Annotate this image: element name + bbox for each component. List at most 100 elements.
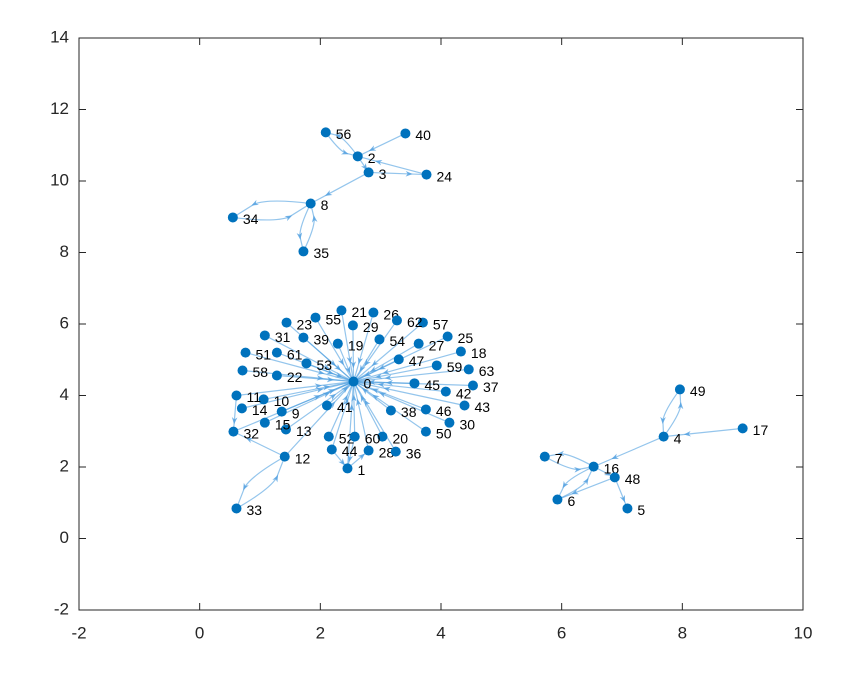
node [231,503,242,514]
edge [353,380,446,393]
node-label: 20 [392,430,408,446]
node-label: 14 [252,402,268,418]
edge [232,199,311,218]
node [421,169,432,180]
node [240,347,251,358]
node-label: 27 [429,337,445,353]
node-label: 13 [296,423,312,439]
x-tick-label: 0 [195,623,204,642]
node-label: 54 [389,333,405,349]
edge [357,155,427,176]
node-label: 50 [436,425,452,441]
node-label: 37 [483,379,499,395]
node-label: 12 [295,450,311,466]
node-label: 36 [406,445,422,461]
node [413,338,424,349]
edge [233,381,354,433]
node-label: 1 [357,462,365,478]
node [326,444,337,455]
node-label: 5 [637,502,645,518]
x-tick-label: 4 [436,623,445,642]
node [228,426,239,437]
edge [350,325,357,382]
node-label: 21 [351,304,367,320]
x-tick-label: -2 [71,623,86,642]
node-label: 19 [348,337,364,353]
node-label: 33 [246,502,262,518]
node [737,423,748,434]
y-tick-label: 12 [50,99,69,118]
x-tick-label: 6 [557,623,566,642]
node-label: 60 [365,430,381,446]
node [332,338,343,349]
edge [303,337,354,383]
edge [264,381,354,424]
node [658,431,669,442]
node-label: 32 [243,425,259,441]
node-label: 45 [424,377,440,393]
node-label: 10 [274,393,290,409]
node-label: 40 [415,127,431,143]
node [368,307,379,318]
node [431,360,442,371]
node [609,472,620,483]
y-tick-label: 0 [60,528,69,547]
edge [242,369,354,383]
node [271,370,282,381]
edge [231,395,238,432]
x-tick-label: 2 [316,623,325,642]
node-label: 9 [292,405,300,421]
node [271,347,282,358]
node [444,417,455,428]
edge [353,358,400,383]
edge [285,381,354,430]
edge [357,132,406,157]
edge [353,364,437,383]
edge [353,320,398,382]
node-label: 44 [342,443,358,459]
node [385,405,396,416]
y-tick-label: 10 [50,170,69,189]
node-label: 11 [246,389,261,405]
node-label: 8 [321,197,329,213]
edge [351,381,357,437]
edge [353,381,397,452]
node-label: 16 [604,460,620,476]
edge [353,350,462,383]
y-tick-label: 8 [60,242,69,261]
node [363,445,374,456]
node-label: 58 [253,364,269,380]
node [467,380,478,391]
node-label: 57 [433,316,449,332]
node [400,128,411,139]
node-label: 56 [336,126,352,142]
node [280,424,291,435]
node-label: 29 [363,319,379,335]
node-label: 17 [753,422,769,438]
node-label: 61 [287,346,303,362]
node [336,305,347,316]
edge [310,171,369,205]
y-tick-label: 2 [60,456,69,475]
node [391,315,402,326]
node [420,426,431,437]
node-label: 24 [437,168,453,184]
node [390,446,401,457]
node [539,451,550,462]
node [258,394,269,405]
node-label: 63 [479,363,495,379]
node-label: 3 [379,166,387,182]
node [259,330,270,341]
edge [352,312,375,382]
edge [263,380,354,401]
node [417,317,428,328]
node [420,404,431,415]
node [377,431,388,442]
edge [340,310,355,382]
node-label: 30 [459,416,475,432]
node-label: 49 [690,383,706,399]
node-label: 28 [379,444,395,460]
node [588,461,599,472]
edge [353,380,427,411]
